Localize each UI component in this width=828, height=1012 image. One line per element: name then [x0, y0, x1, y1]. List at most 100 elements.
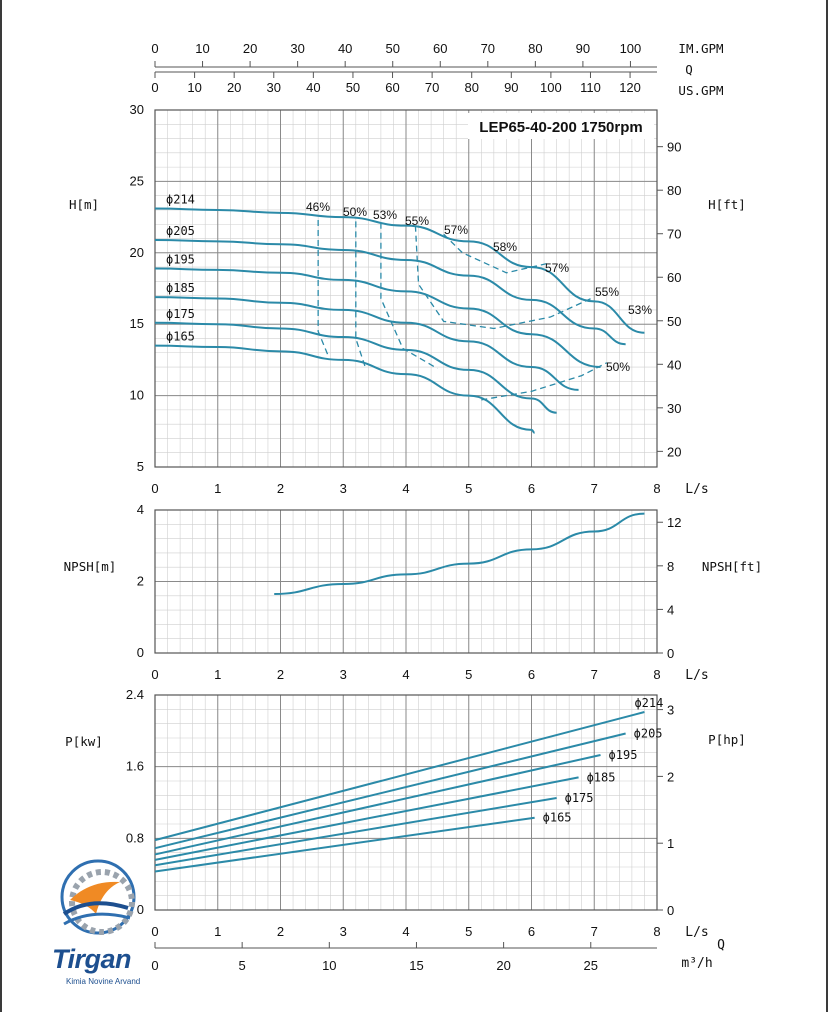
efficiency-label: 55%	[595, 285, 619, 299]
y-axis-label: H[m]	[69, 197, 99, 212]
y2-tick-label: 20	[667, 444, 681, 459]
curve-d214	[154, 711, 645, 842]
imgpm-tick-label: 60	[433, 41, 447, 56]
flow-q-top-label: Q	[685, 62, 693, 77]
efficiency-contour	[380, 222, 438, 370]
usgpm-tick-label: 40	[306, 80, 320, 95]
efficiency-contour	[317, 219, 329, 355]
x-axis-unit-label: L/s	[685, 482, 708, 497]
y2-tick-label: 2	[667, 769, 674, 784]
efficiency-label: 58%	[493, 240, 517, 254]
x-tick-label: 4	[402, 481, 409, 496]
flow-m3h-tick-label: 25	[584, 958, 598, 973]
x-tick-label: 8	[653, 924, 660, 939]
plot-frame	[154, 109, 658, 468]
flow-m3h-tick-label: 20	[496, 958, 510, 973]
y2-tick-label: 80	[667, 183, 681, 198]
head-curve-label: ϕ175	[166, 307, 195, 321]
y2-tick-label: 1	[667, 836, 674, 851]
head-curve-label: ϕ195	[166, 253, 195, 267]
y2-tick-label: 70	[667, 227, 681, 242]
usgpm-tick-label: 0	[151, 80, 158, 95]
frame-left-edge	[0, 0, 2, 1012]
y2-tick-label: 0	[667, 646, 674, 661]
x-tick-label: 1	[214, 481, 221, 496]
logo-wing	[70, 881, 120, 914]
x-tick-label: 0	[151, 481, 158, 496]
x-tick-label: 4	[402, 667, 409, 682]
x-tick-label: 2	[277, 667, 284, 682]
power-curve-label: ϕ185	[587, 770, 616, 784]
usgpm-tick-label: 20	[227, 80, 241, 95]
flow-q-label: Q	[717, 938, 725, 953]
curve-d165	[154, 816, 535, 873]
curve-d195	[154, 754, 601, 856]
title-box	[468, 113, 654, 139]
usgpm-tick-label: 110	[580, 80, 601, 95]
x-axis-unit-label: L/s	[685, 925, 708, 940]
y-tick-label: 10	[130, 388, 144, 403]
head-curve-label: ϕ214	[166, 193, 195, 207]
x-tick-label: 5	[465, 924, 472, 939]
curve-d205	[154, 238, 626, 346]
y-tick-label: 2.4	[126, 687, 144, 702]
x-tick-label: 0	[151, 924, 158, 939]
curve-d185	[154, 776, 579, 861]
y-axis-label: NPSH[m]	[64, 559, 117, 574]
y-tick-label: 0	[137, 902, 144, 917]
chart-title: LEP65-40-200 1750rpm	[479, 119, 642, 136]
usgpm-tick-label: 90	[504, 80, 518, 95]
tirgan-logo-icon	[60, 859, 136, 935]
y2-tick-label: 40	[667, 357, 681, 372]
x-tick-label: 2	[277, 481, 284, 496]
imgpm-tick-label: 10	[195, 41, 209, 56]
logo-subtitle: Kimia Novine Arvand	[66, 977, 141, 986]
usgpm-tick-label: 100	[540, 80, 562, 95]
plot-frame	[154, 694, 658, 911]
y2-axis-label: P[hp]	[708, 732, 746, 747]
y-tick-label: 4	[137, 502, 144, 517]
efficiency-label: 53%	[373, 208, 397, 222]
imgpm-tick-label: 90	[576, 41, 590, 56]
x-tick-label: 7	[591, 924, 598, 939]
y-tick-label: 0.8	[126, 830, 144, 845]
power-curve-label: ϕ214	[634, 696, 663, 710]
x-tick-label: 8	[653, 667, 660, 682]
efficiency-label: 53%	[628, 303, 652, 317]
curve-npsh	[274, 512, 645, 596]
x-tick-label: 5	[465, 667, 472, 682]
curve-d205	[154, 732, 626, 850]
imgpm-tick-label: 70	[481, 41, 495, 56]
x-tick-label: 2	[277, 924, 284, 939]
imgpm-tick-label: 20	[243, 41, 257, 56]
x-tick-label: 1	[214, 924, 221, 939]
frame-right-edge	[826, 0, 828, 1012]
curve-d195	[154, 267, 601, 369]
y2-tick-label: 90	[667, 140, 681, 155]
y2-tick-label: 60	[667, 270, 681, 285]
usgpm-tick-label: 50	[346, 80, 360, 95]
efficiency-contour	[443, 233, 551, 274]
y2-tick-label: 0	[667, 903, 674, 918]
y-tick-label: 15	[130, 316, 144, 331]
logo-swoosh	[62, 901, 129, 916]
plot-frame	[154, 509, 658, 654]
y2-tick-label: 12	[667, 515, 681, 530]
head-curve-label: ϕ165	[166, 330, 195, 344]
efficiency-label: 50%	[343, 205, 367, 219]
efficiency-contour	[355, 221, 366, 368]
usgpm-tick-label: 80	[464, 80, 478, 95]
efficiency-label: 46%	[306, 200, 330, 214]
curve-d175	[154, 321, 557, 414]
x-tick-label: 6	[528, 481, 535, 496]
flow-m3h-tick-label: 15	[409, 958, 423, 973]
flow-m3h-tick-label: 0	[151, 958, 158, 973]
power-curve-label: ϕ205	[634, 727, 663, 741]
curve-d165	[154, 344, 535, 434]
y2-tick-label: 8	[667, 559, 674, 574]
curve-d175	[154, 797, 557, 867]
usgpm-tick-label: 120	[619, 80, 641, 95]
efficiency-contour	[481, 362, 608, 401]
y-axis-label: P[kw]	[65, 734, 103, 749]
